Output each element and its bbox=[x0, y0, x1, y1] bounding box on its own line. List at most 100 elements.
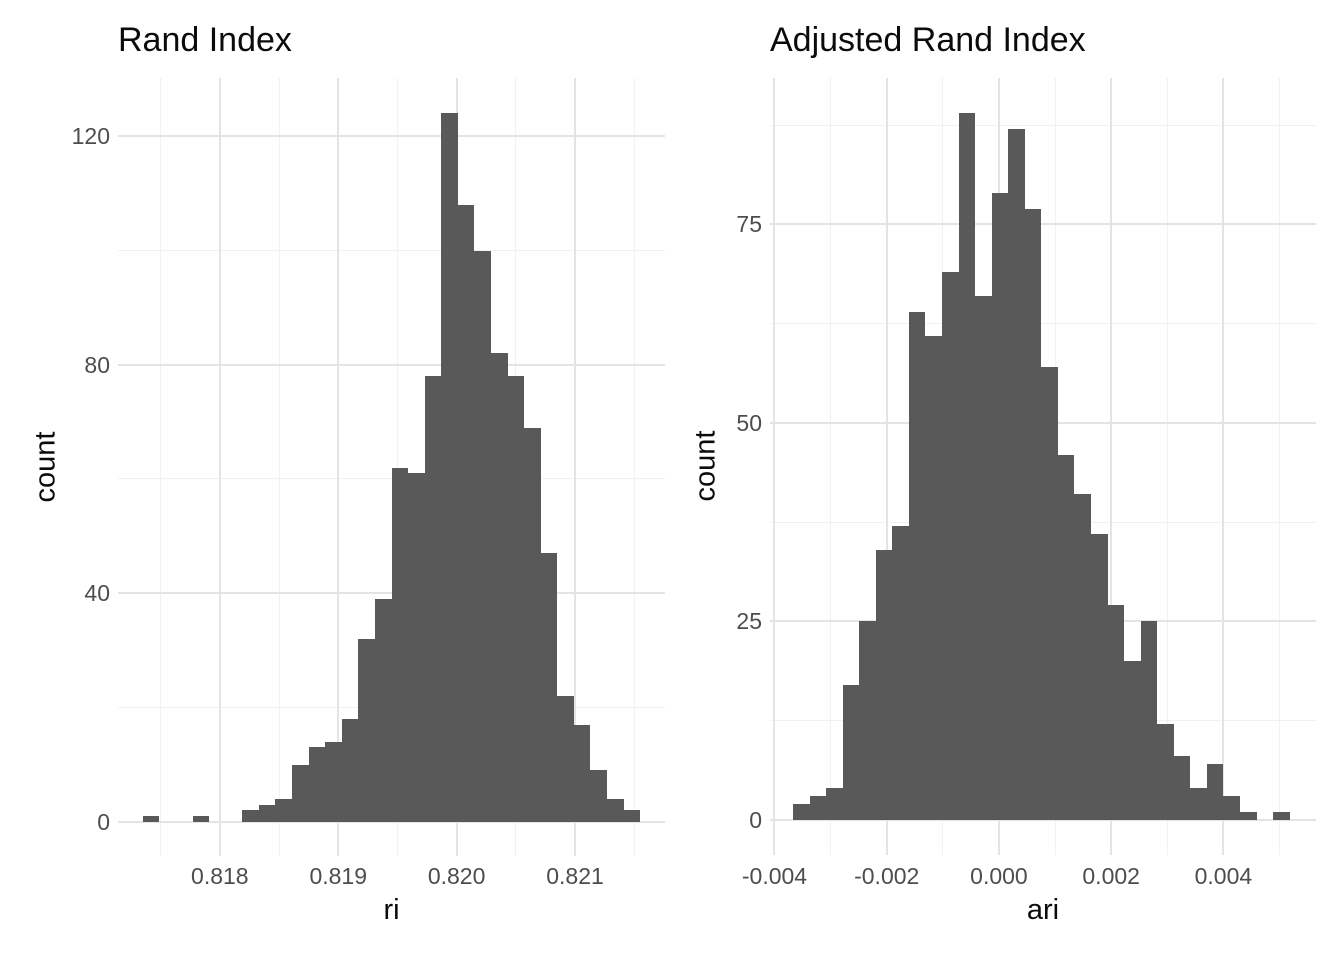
histogram-bar bbox=[975, 295, 992, 820]
y-minor-gridline bbox=[770, 323, 1316, 325]
histogram-bar bbox=[375, 598, 392, 822]
y-major-gridline bbox=[118, 592, 665, 595]
left-y-axis-title: count bbox=[29, 431, 62, 503]
histogram-bar bbox=[909, 311, 925, 820]
right-x-axis-title: ari bbox=[1026, 894, 1060, 926]
y-major-gridline bbox=[118, 135, 665, 138]
histogram-bar bbox=[1223, 795, 1240, 820]
histogram-bar bbox=[541, 553, 557, 822]
histogram-bar bbox=[574, 724, 590, 822]
y-major-gridline bbox=[770, 223, 1316, 226]
histogram-bar bbox=[143, 816, 159, 822]
y-tick-label: 0 bbox=[97, 808, 110, 835]
x-major-gridline bbox=[1222, 78, 1225, 855]
y-major-gridline bbox=[118, 363, 665, 366]
right-plot-title: Adjusted Rand Index bbox=[770, 21, 1086, 59]
histogram-bar bbox=[1190, 787, 1207, 820]
x-minor-gridline bbox=[633, 78, 635, 856]
x-major-gridline bbox=[337, 78, 340, 856]
histogram-bar bbox=[859, 621, 876, 820]
histogram-bar bbox=[1108, 605, 1124, 820]
x-tick-label: 0.819 bbox=[309, 863, 367, 889]
left-plot-title: Rand Index bbox=[118, 21, 292, 59]
histogram-bar bbox=[441, 113, 458, 822]
histogram-bar bbox=[1157, 724, 1174, 820]
histogram-bar bbox=[325, 741, 342, 822]
histogram-bar bbox=[624, 810, 640, 822]
y-major-gridline bbox=[118, 820, 665, 823]
histogram-bar bbox=[491, 353, 508, 822]
histogram-bar bbox=[1124, 660, 1141, 820]
histogram-bar bbox=[275, 798, 292, 822]
y-minor-gridline bbox=[118, 478, 665, 480]
histogram-bar bbox=[458, 204, 474, 822]
histogram-bar bbox=[1240, 811, 1257, 820]
histogram-bar bbox=[1273, 811, 1290, 820]
histogram-bar bbox=[1074, 494, 1091, 820]
x-tick-label: 0.002 bbox=[1082, 863, 1140, 889]
x-tick-label: 0.000 bbox=[970, 863, 1028, 889]
y-tick-label: 120 bbox=[71, 123, 110, 150]
right-y-axis-title: count bbox=[689, 430, 722, 502]
histogram-bar bbox=[876, 549, 892, 820]
histogram-bar bbox=[1091, 533, 1108, 820]
histogram-bar bbox=[1174, 756, 1190, 820]
histogram-bar bbox=[793, 803, 810, 820]
histogram-bar bbox=[810, 795, 826, 820]
left-plot: Rand Index count ri bbox=[29, 21, 400, 926]
histogram-bar bbox=[1207, 764, 1223, 820]
histogram-bar bbox=[242, 810, 259, 822]
histogram-bar bbox=[309, 747, 325, 822]
y-tick-label: 50 bbox=[736, 409, 762, 436]
y-tick-label: 75 bbox=[736, 211, 762, 238]
x-major-gridline bbox=[218, 78, 221, 856]
histogram-bar bbox=[959, 113, 975, 820]
histogram-bar bbox=[892, 526, 909, 820]
histogram-bar bbox=[292, 764, 309, 822]
histogram-bar bbox=[425, 376, 441, 822]
y-major-gridline bbox=[770, 818, 1316, 821]
x-minor-gridline bbox=[160, 78, 162, 856]
x-minor-gridline bbox=[1279, 78, 1281, 855]
histogram-bar bbox=[1008, 129, 1025, 820]
y-tick-label: 25 bbox=[736, 608, 762, 635]
x-minor-gridline bbox=[396, 78, 398, 856]
y-tick-label: 80 bbox=[84, 351, 110, 378]
histogram-bar bbox=[590, 770, 607, 822]
y-tick-label: 0 bbox=[749, 806, 762, 833]
y-minor-gridline bbox=[770, 124, 1316, 126]
x-tick-label: -0.004 bbox=[741, 863, 808, 889]
histogram-bar bbox=[1041, 367, 1058, 820]
x-major-gridline bbox=[1110, 78, 1113, 855]
left-x-axis-title: ri bbox=[383, 894, 400, 926]
histogram-bar bbox=[392, 467, 408, 822]
x-tick-label: 0.820 bbox=[427, 863, 486, 889]
histogram-bar bbox=[524, 427, 541, 822]
histogram-bar bbox=[342, 718, 358, 822]
x-major-gridline bbox=[885, 78, 888, 855]
histogram-bar bbox=[259, 804, 275, 822]
y-minor-gridline bbox=[118, 250, 665, 251]
histogram-bar bbox=[843, 684, 859, 820]
x-minor-gridline bbox=[830, 78, 832, 855]
histogram-bar bbox=[826, 787, 843, 820]
histogram-bar bbox=[925, 335, 942, 820]
histogram-bar bbox=[193, 816, 209, 822]
histogram-bar bbox=[408, 473, 425, 822]
x-major-gridline bbox=[574, 78, 577, 856]
y-tick-label: 40 bbox=[84, 580, 110, 607]
histogram-bar bbox=[474, 250, 491, 822]
histogram-bar bbox=[1058, 454, 1074, 820]
histogram-bar bbox=[1025, 208, 1041, 820]
histogram-bar bbox=[358, 638, 375, 822]
x-minor-gridline bbox=[278, 78, 280, 856]
x-tick-label: 0.004 bbox=[1194, 863, 1253, 889]
histogram-bar bbox=[992, 192, 1008, 820]
histogram-bar bbox=[508, 376, 524, 822]
histogram-bar bbox=[607, 798, 624, 822]
x-minor-gridline bbox=[1166, 78, 1168, 855]
histogram-bar bbox=[942, 272, 959, 820]
histogram-bar bbox=[1141, 621, 1157, 820]
x-major-gridline bbox=[773, 78, 776, 855]
